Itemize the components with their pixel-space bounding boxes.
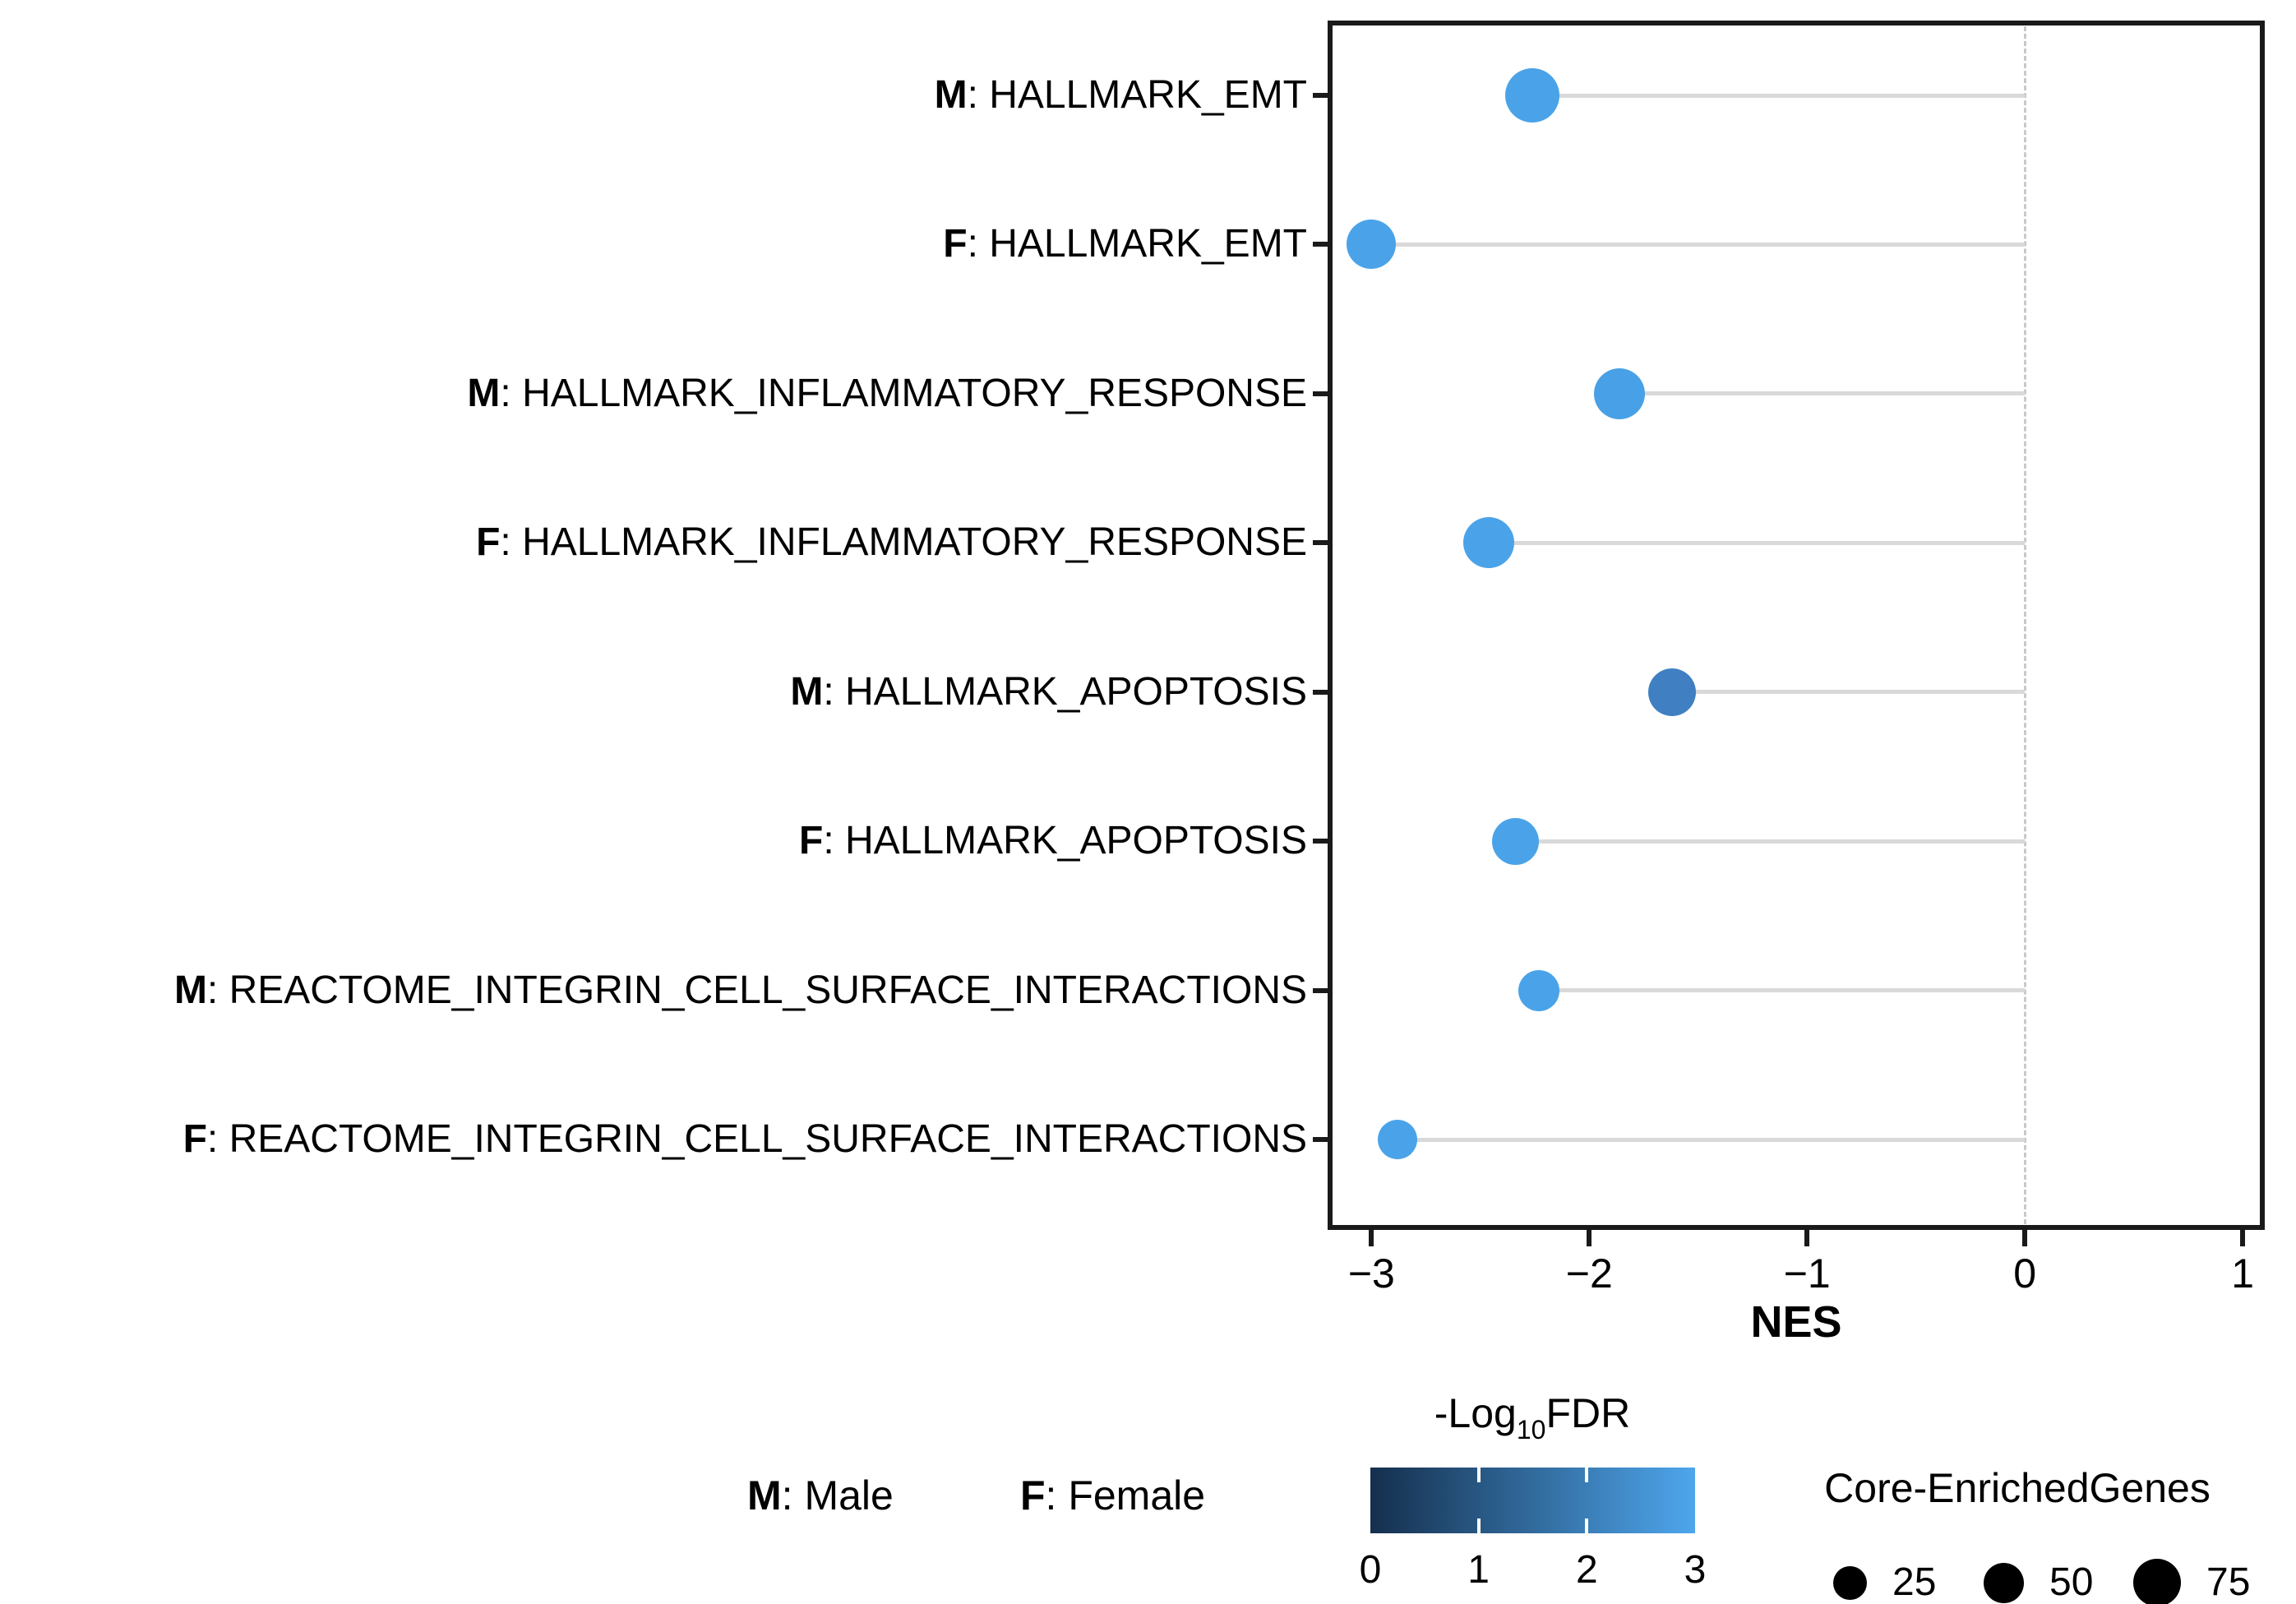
size-legend-title: Core-EnrichedGenes (1824, 1465, 2211, 1511)
y-label-gene-set: : REACTOME_INTEGRIN_CELL_SURFACE_INTERAC… (206, 968, 1307, 1012)
zero-reference-line (2023, 26, 2026, 1224)
colorbar-title: -Log10FDR (1351, 1388, 1713, 1455)
lollipop-stem (1397, 1137, 2026, 1142)
size-legend-value: 25 (1892, 1560, 1937, 1604)
size-legend-value: 50 (2049, 1560, 2094, 1604)
colorbar-notch (1476, 1518, 1481, 1533)
nes-dot (1505, 68, 1560, 122)
colorbar-notch (1476, 1468, 1481, 1482)
colorbar-title-suffix: FDR (1545, 1390, 1631, 1436)
y-label-gene-set: : HALLMARK_APOPTOSIS (823, 669, 1307, 714)
y-label-gene-set: : HALLMARK_INFLAMMATORY_RESPONSE (500, 371, 1307, 415)
nes-dot (1491, 817, 1539, 865)
size-legend-dot (1983, 1562, 2024, 1603)
y-label-gene-set: : HALLMARK_APOPTOSIS (823, 819, 1307, 863)
nes-dot (1647, 668, 1696, 716)
y-axis-tick (1313, 839, 1330, 844)
y-label-sex-prefix: M (467, 371, 501, 415)
colorbar-tick-label: 0 (1359, 1548, 1382, 1592)
y-axis-tick (1313, 1137, 1330, 1142)
sex-legend-item: F: Female (1020, 1467, 1205, 1524)
y-axis-label: M: REACTOME_INTEGRIN_CELL_SURFACE_INTERA… (16, 962, 1307, 1019)
x-axis-tick-label: 1 (2231, 1250, 2255, 1297)
sex-legend-item: M: Male (747, 1467, 894, 1524)
colorbar-title-main: -Log (1434, 1390, 1517, 1436)
y-axis-label: M: HALLMARK_APOPTOSIS (16, 663, 1307, 721)
y-axis-tick (1313, 689, 1330, 695)
colorbar-tick-label: 3 (1684, 1548, 1707, 1592)
y-axis-label: F: HALLMARK_EMT (16, 215, 1307, 273)
x-axis-tick (1804, 1230, 1810, 1246)
lollipop-stem (1539, 988, 2026, 993)
nes-dot (1347, 220, 1397, 270)
sex-legend-prefix: M (747, 1472, 782, 1518)
y-label-sex-prefix: F (182, 1117, 207, 1161)
y-axis-label: M: HALLMARK_INFLAMMATORY_RESPONSE (16, 365, 1307, 423)
y-axis-tick (1313, 391, 1330, 396)
x-axis-tick-label: −2 (1565, 1250, 1613, 1297)
y-label-sex-prefix: F (943, 222, 968, 266)
y-label-gene-set: : HALLMARK_EMT (967, 73, 1307, 117)
y-label-sex-prefix: M (934, 73, 968, 117)
lollipop-stem (1489, 540, 2026, 545)
nes-dot (1518, 969, 1560, 1011)
plot-panel-frame (1328, 21, 2265, 1230)
y-axis-label: F: REACTOME_INTEGRIN_CELL_SURFACE_INTERA… (16, 1111, 1307, 1168)
size-legend-value: 75 (2206, 1560, 2251, 1604)
size-legend-dot (2133, 1559, 2181, 1604)
nes-dot (1463, 517, 1515, 569)
y-label-sex-prefix: F (799, 819, 824, 863)
y-axis-tick (1313, 987, 1330, 993)
lollipop-stem (1515, 839, 2026, 844)
fdr-colorbar-gradient (1370, 1468, 1695, 1533)
y-axis-label: F: HALLMARK_APOPTOSIS (16, 812, 1307, 870)
y-axis-label: F: HALLMARK_INFLAMMATORY_RESPONSE (16, 514, 1307, 571)
x-axis-tick (2022, 1230, 2028, 1246)
lollipop-stem (1619, 391, 2026, 396)
nes-dot (1594, 367, 1646, 419)
y-label-sex-prefix: M (790, 669, 824, 714)
x-axis-tick-label: −3 (1347, 1250, 1395, 1297)
y-label-sex-prefix: M (173, 968, 207, 1012)
x-axis-tick (2240, 1230, 2246, 1246)
sex-legend-prefix: F (1020, 1472, 1046, 1518)
y-axis-tick (1313, 540, 1330, 546)
y-label-gene-set: : HALLMARK_INFLAMMATORY_RESPONSE (500, 520, 1307, 565)
y-label-gene-set: : HALLMARK_EMT (967, 222, 1307, 266)
size-legend-dot (1832, 1565, 1867, 1600)
x-axis-tick-label: 0 (2013, 1250, 2037, 1297)
y-axis-tick (1313, 93, 1330, 98)
colorbar-title-subscript: 10 (1516, 1415, 1546, 1445)
colorbar-notch (1585, 1468, 1589, 1482)
lollipop-stem (1371, 242, 2026, 247)
y-label-sex-prefix: F (476, 520, 501, 565)
sex-legend-text: : Female (1045, 1472, 1206, 1518)
x-axis-tick (1587, 1230, 1592, 1246)
x-axis-tick (1369, 1230, 1374, 1246)
x-axis-title: NES (1750, 1297, 1842, 1347)
nes-dot (1378, 1120, 1418, 1159)
x-axis-tick-label: −1 (1783, 1250, 1831, 1297)
y-axis-label: M: HALLMARK_EMT (16, 67, 1307, 124)
lollipop-stem (1671, 690, 2026, 695)
colorbar-notch (1585, 1518, 1589, 1533)
colorbar-tick-label: 2 (1575, 1548, 1598, 1592)
lollipop-stem (1532, 93, 2026, 98)
y-label-gene-set: : REACTOME_INTEGRIN_CELL_SURFACE_INTERAC… (206, 1117, 1307, 1161)
sex-legend-text: : Male (781, 1472, 894, 1518)
y-axis-tick (1313, 242, 1330, 247)
colorbar-tick-label: 1 (1467, 1548, 1490, 1592)
